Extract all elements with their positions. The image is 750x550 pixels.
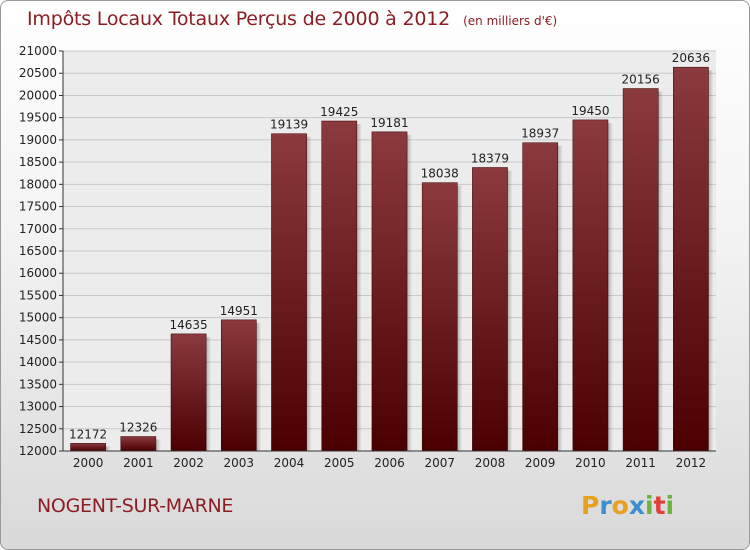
y-tick-label: 21000 [19,44,57,58]
y-tick-label: 20000 [19,88,57,102]
x-tick-label-2004: 2004 [274,456,305,470]
bar-2001 [120,436,157,452]
x-tick-label-2002: 2002 [173,456,204,470]
bar-2009 [522,142,559,452]
value-label-2011: 20156 [622,73,660,87]
y-tick-label: 16500 [19,244,57,258]
y-tick-label: 14500 [19,333,57,347]
logo-letter: r [599,491,612,520]
y-tick-label: 15000 [19,311,57,325]
x-tick-label-2000: 2000 [73,456,104,470]
bar-2012 [673,66,709,452]
bar-shadow [658,91,664,451]
y-tick-label: 16000 [19,266,57,280]
title-row: Impôts Locaux Totaux Perçus de 2000 à 20… [27,8,557,30]
y-tick-label: 17000 [19,222,57,236]
value-label-2009: 18937 [521,127,559,141]
bar-shadow [557,145,563,451]
y-tick-label: 19000 [19,133,57,147]
bar-2005 [321,120,358,452]
x-tick-label-2008: 2008 [475,456,506,470]
y-tick-label: 13500 [19,377,57,391]
x-tick-label-2001: 2001 [123,456,154,470]
bar-2007 [421,182,458,452]
bar-2011 [622,88,659,452]
y-tick-label: 17500 [19,200,57,214]
bar-shadow [507,170,513,451]
bar-shadow [306,136,312,451]
x-tick-label-2007: 2007 [424,456,455,470]
x-tick-label-2011: 2011 [625,456,656,470]
value-label-2001: 12326 [119,421,157,435]
logo-letter: i [665,491,675,520]
x-tick-label-2009: 2009 [525,456,556,470]
chart-title: Impôts Locaux Totaux Perçus de 2000 à 20… [27,8,451,30]
y-tick-label: 18500 [19,155,57,169]
bar-2003 [220,319,257,452]
bar-2008 [472,167,508,452]
y-tick-label: 19500 [19,111,57,125]
bar-shadow [256,322,262,451]
bar-2000 [70,443,106,452]
value-label-2005: 19425 [320,105,358,119]
y-tick-label: 14000 [19,355,57,369]
bar-shadow [608,122,614,451]
unit-note: (en milliers d'€) [463,14,558,28]
logo-letter: i [645,491,654,520]
logo-letter: t [653,491,666,520]
x-tick-label-2003: 2003 [224,456,255,470]
y-tick-label: 15500 [19,288,57,302]
bar-shadow [407,134,413,451]
axes: 12000 12500 13000 13500 14000 14500 15000 15500… [19,44,716,470]
bar-shadow [356,124,362,451]
value-label-2004: 19139 [270,118,308,132]
value-label-2012: 20636 [672,51,710,65]
bar-shadow [206,336,212,451]
bar-2006 [371,131,408,452]
x-tick-label-2005: 2005 [324,456,355,470]
bar-2010 [572,119,609,452]
value-label-2006: 19181 [370,116,408,130]
bars [70,66,714,452]
y-tick-label: 12500 [19,422,57,436]
logo-letter: P [581,491,600,520]
value-label-2008: 18379 [471,151,509,165]
bar-shadow [155,439,161,451]
x-tick-label-2006: 2006 [374,456,405,470]
bar-shadow [457,185,463,451]
location-label: NOGENT-SUR-MARNE [37,495,234,517]
value-label-2003: 14951 [220,304,258,318]
value-label-2002: 14635 [169,318,207,332]
logo-letter: x [628,491,645,520]
bar-2004 [271,133,307,452]
proxiti-logo: Proxiti [581,491,674,520]
logo-letter: o [611,491,629,520]
x-tick-label-2012: 2012 [676,456,707,470]
y-tick-label: 20500 [19,66,57,80]
value-label-2007: 18038 [421,167,459,181]
bar-shadow [105,446,111,451]
y-tick-label: 13000 [19,400,57,414]
x-tick-label-2010: 2010 [575,456,606,470]
value-label-2010: 19450 [571,104,609,118]
value-label-2000: 12172 [69,427,107,441]
y-tick-label: 18000 [19,177,57,191]
y-tick-label: 12000 [19,444,57,458]
bar-shadow [708,70,714,451]
bar-2002 [170,333,207,452]
